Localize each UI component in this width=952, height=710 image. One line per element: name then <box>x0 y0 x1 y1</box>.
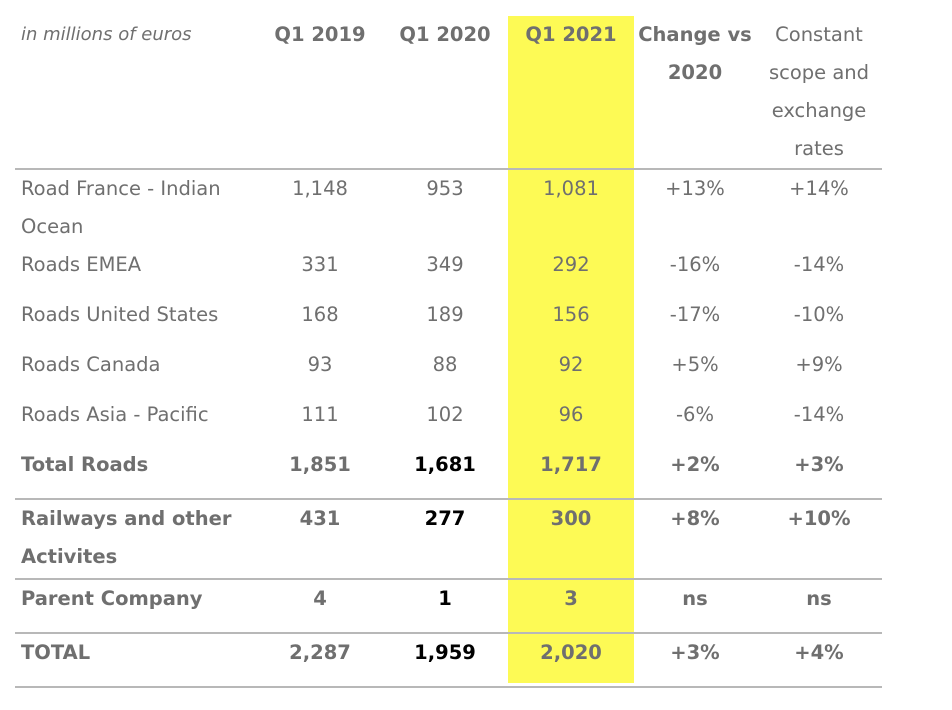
cell-change: -6% <box>676 403 714 426</box>
header-row: in millions of euros Q1 2019 Q1 2020 Q1 … <box>15 16 882 170</box>
cell-q1-2020: 189 <box>426 303 464 326</box>
cell-change: ns <box>634 579 756 634</box>
cell-change: +3% <box>634 633 756 688</box>
cell-q1-2019: 2,287 <box>258 633 382 688</box>
row-label: TOTAL <box>15 633 258 688</box>
cell-constant: +4% <box>756 633 882 688</box>
cell-q1-2020: 88 <box>432 353 458 376</box>
cell-change: +2% <box>634 446 756 500</box>
cell-q1-2021: 3 <box>508 579 634 634</box>
results-table: in millions of euros Q1 2019 Q1 2020 Q1 … <box>15 16 882 688</box>
cell-constant: +10% <box>756 499 882 580</box>
cell-q1-2020: 1 <box>382 579 508 634</box>
cell-constant: +9% <box>795 353 843 376</box>
cell-change: -17% <box>669 303 721 326</box>
cell-constant: ns <box>756 579 882 634</box>
cell-change: +8% <box>634 499 756 580</box>
cell-q1-2020: 1,959 <box>382 633 508 688</box>
cell-change: +5% <box>671 353 719 376</box>
cell-q1-2019: 1,851 <box>258 446 382 500</box>
cell-q1-2019: 431 <box>258 499 382 580</box>
unit-label: in millions of euros <box>15 16 258 170</box>
cell-change: -16% <box>669 253 721 276</box>
cell-q1-2021: 96 <box>558 403 584 426</box>
header-change-vs-2020: Change vs 2020 <box>634 16 756 170</box>
cell-q1-2020: 349 <box>426 253 464 276</box>
table-row-total: TOTAL 2,287 1,959 2,020 +3% +4% <box>15 633 882 688</box>
row-label: Roads United States <box>21 303 219 326</box>
cell-q1-2020: 102 <box>426 403 464 426</box>
cell-q1-2020: 277 <box>382 499 508 580</box>
cell-constant: +14% <box>789 177 849 200</box>
cell-constant: -14% <box>793 403 845 426</box>
cell-q1-2021: 1,717 <box>508 446 634 500</box>
cell-q1-2020: 953 <box>426 177 464 200</box>
cell-constant: -10% <box>793 303 845 326</box>
row-label: Roads EMEA <box>21 253 142 276</box>
row-label: Roads Asia - Pacific <box>21 403 209 426</box>
header-constant-scope: Constant scope and exchange rates <box>756 16 882 170</box>
cell-change: +13% <box>665 177 725 200</box>
cell-q1-2019: 331 <box>301 253 339 276</box>
cell-q1-2021: 92 <box>558 353 584 376</box>
table-row: Roads United States 168 189 156 -17% -10… <box>15 296 882 346</box>
table-row: Road France - Indian Ocean 1,148 953 1,0… <box>15 169 882 246</box>
cell-q1-2021: 156 <box>552 303 590 326</box>
cell-q1-2021: 300 <box>508 499 634 580</box>
table-row: Roads Asia - Pacific 111 102 96 -6% -14% <box>15 396 882 446</box>
table-row: Roads EMEA 331 349 292 -16% -14% <box>15 246 882 296</box>
cell-q1-2019: 111 <box>301 403 339 426</box>
row-label: Road France - Indian Ocean <box>21 177 221 238</box>
cell-q1-2019: 168 <box>301 303 339 326</box>
row-label: Parent Company <box>15 579 258 634</box>
cell-q1-2021: 2,020 <box>508 633 634 688</box>
header-q1-2019: Q1 2019 <box>258 16 382 170</box>
table-row-total-roads: Total Roads 1,851 1,681 1,717 +2% +3% <box>15 446 882 500</box>
cell-constant: -14% <box>793 253 845 276</box>
cell-q1-2019: 93 <box>307 353 333 376</box>
header-q1-2020: Q1 2020 <box>382 16 508 170</box>
row-label: Roads Canada <box>21 353 161 376</box>
cell-q1-2019: 1,148 <box>292 177 348 200</box>
table-row-railways: Railways and other Activites 431 277 300… <box>15 499 882 580</box>
cell-q1-2020: 1,681 <box>382 446 508 500</box>
header-q1-2021: Q1 2021 <box>508 16 634 170</box>
cell-constant: +3% <box>756 446 882 500</box>
table-row: Roads Canada 93 88 92 +5% +9% <box>15 346 882 396</box>
row-label: Railways and other Activites <box>15 499 258 580</box>
cell-q1-2021: 292 <box>552 253 590 276</box>
cell-q1-2021: 1,081 <box>543 177 599 200</box>
table-row-parent-company: Parent Company 4 1 3 ns ns <box>15 579 882 634</box>
row-label: Total Roads <box>15 446 258 500</box>
cell-q1-2019: 4 <box>258 579 382 634</box>
